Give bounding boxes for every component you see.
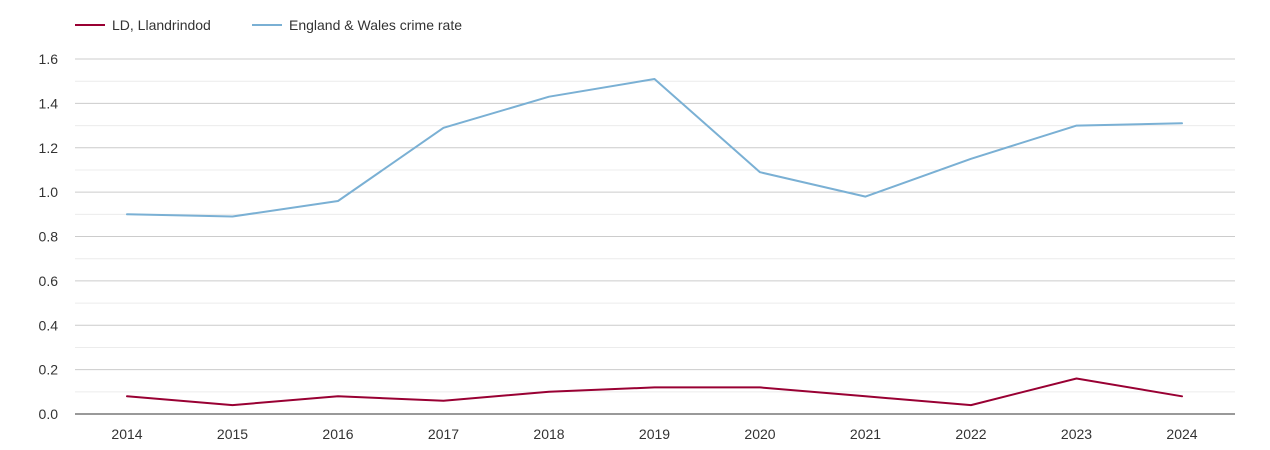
y-tick-label: 1.2 xyxy=(39,140,59,156)
y-tick-label: 0.6 xyxy=(39,273,59,289)
legend: LD, Llandrindod England & Wales crime ra… xyxy=(75,17,462,33)
x-axis-ticks: 2014 2015 2016 2017 2018 2019 2020 2021 2022 2023… xyxy=(111,426,1197,442)
x-tick-label: 2018 xyxy=(533,426,564,442)
grid-lines xyxy=(75,58,1235,415)
x-tick-label: 2023 xyxy=(1061,426,1092,442)
x-tick-label: 2021 xyxy=(850,426,881,442)
y-tick-label: 0.8 xyxy=(39,229,59,245)
x-tick-label: 2015 xyxy=(217,426,248,442)
y-tick-label: 0.0 xyxy=(39,406,59,422)
series-line-1 xyxy=(126,78,1183,218)
y-tick-label: 1.4 xyxy=(39,95,59,111)
x-tick-label: 2016 xyxy=(322,426,353,442)
legend-label-series-1: England & Wales crime rate xyxy=(289,17,462,33)
x-tick-label: 2020 xyxy=(744,426,775,442)
x-tick-label: 2022 xyxy=(955,426,986,442)
legend-label-series-0: LD, Llandrindod xyxy=(112,17,211,33)
series-lines xyxy=(126,78,1183,407)
x-tick-label: 2024 xyxy=(1166,426,1197,442)
y-tick-label: 0.2 xyxy=(39,362,59,378)
y-tick-label: 1.0 xyxy=(39,184,59,200)
y-tick-label: 1.6 xyxy=(39,51,59,67)
x-tick-label: 2017 xyxy=(428,426,459,442)
y-axis-ticks: 0.0 0.2 0.4 0.6 0.8 1.0 1.2 1.4 1.6 xyxy=(39,51,59,422)
x-tick-label: 2014 xyxy=(111,426,142,442)
y-tick-label: 0.4 xyxy=(39,317,59,333)
series-line-0 xyxy=(126,377,1183,407)
x-tick-label: 2019 xyxy=(639,426,670,442)
